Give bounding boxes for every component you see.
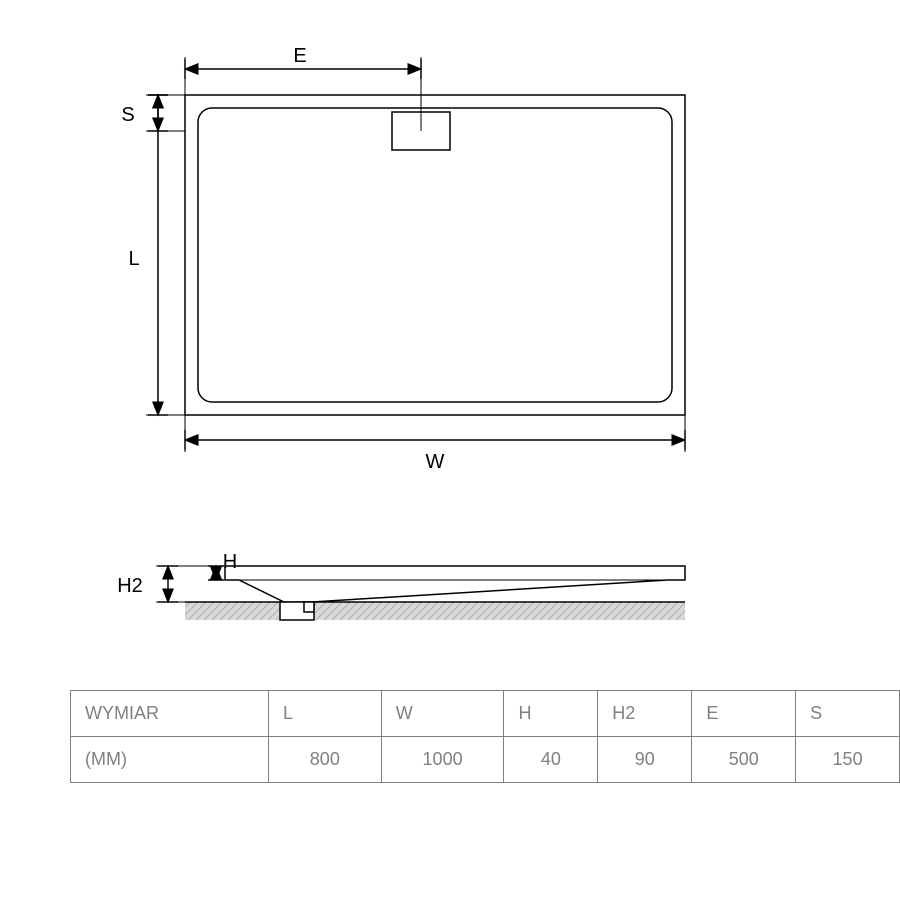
svg-text:E: E (293, 45, 306, 67)
val-L: 800 (268, 737, 381, 783)
technical-drawing: E W L S H H2 (0, 0, 900, 660)
unit-label: (MM) (71, 737, 269, 783)
header-label: WYMIAR (71, 691, 269, 737)
table-row: WYMIAR L W H H2 E S (71, 691, 900, 737)
val-E: 500 (692, 737, 796, 783)
svg-text:W: W (426, 451, 445, 473)
dimension-table: WYMIAR L W H H2 E S (MM) 800 1000 40 90 … (70, 690, 900, 783)
col-L: L (268, 691, 381, 737)
svg-text:H: H (223, 551, 237, 573)
svg-text:S: S (121, 104, 134, 126)
col-W: W (381, 691, 504, 737)
val-S: 150 (796, 737, 900, 783)
svg-text:H2: H2 (117, 575, 143, 597)
col-E: E (692, 691, 796, 737)
val-H2: 90 (598, 737, 692, 783)
table-row: (MM) 800 1000 40 90 500 150 (71, 737, 900, 783)
col-S: S (796, 691, 900, 737)
col-H2: H2 (598, 691, 692, 737)
svg-text:L: L (128, 248, 139, 270)
val-W: 1000 (381, 737, 504, 783)
col-H: H (504, 691, 598, 737)
val-H: 40 (504, 737, 598, 783)
